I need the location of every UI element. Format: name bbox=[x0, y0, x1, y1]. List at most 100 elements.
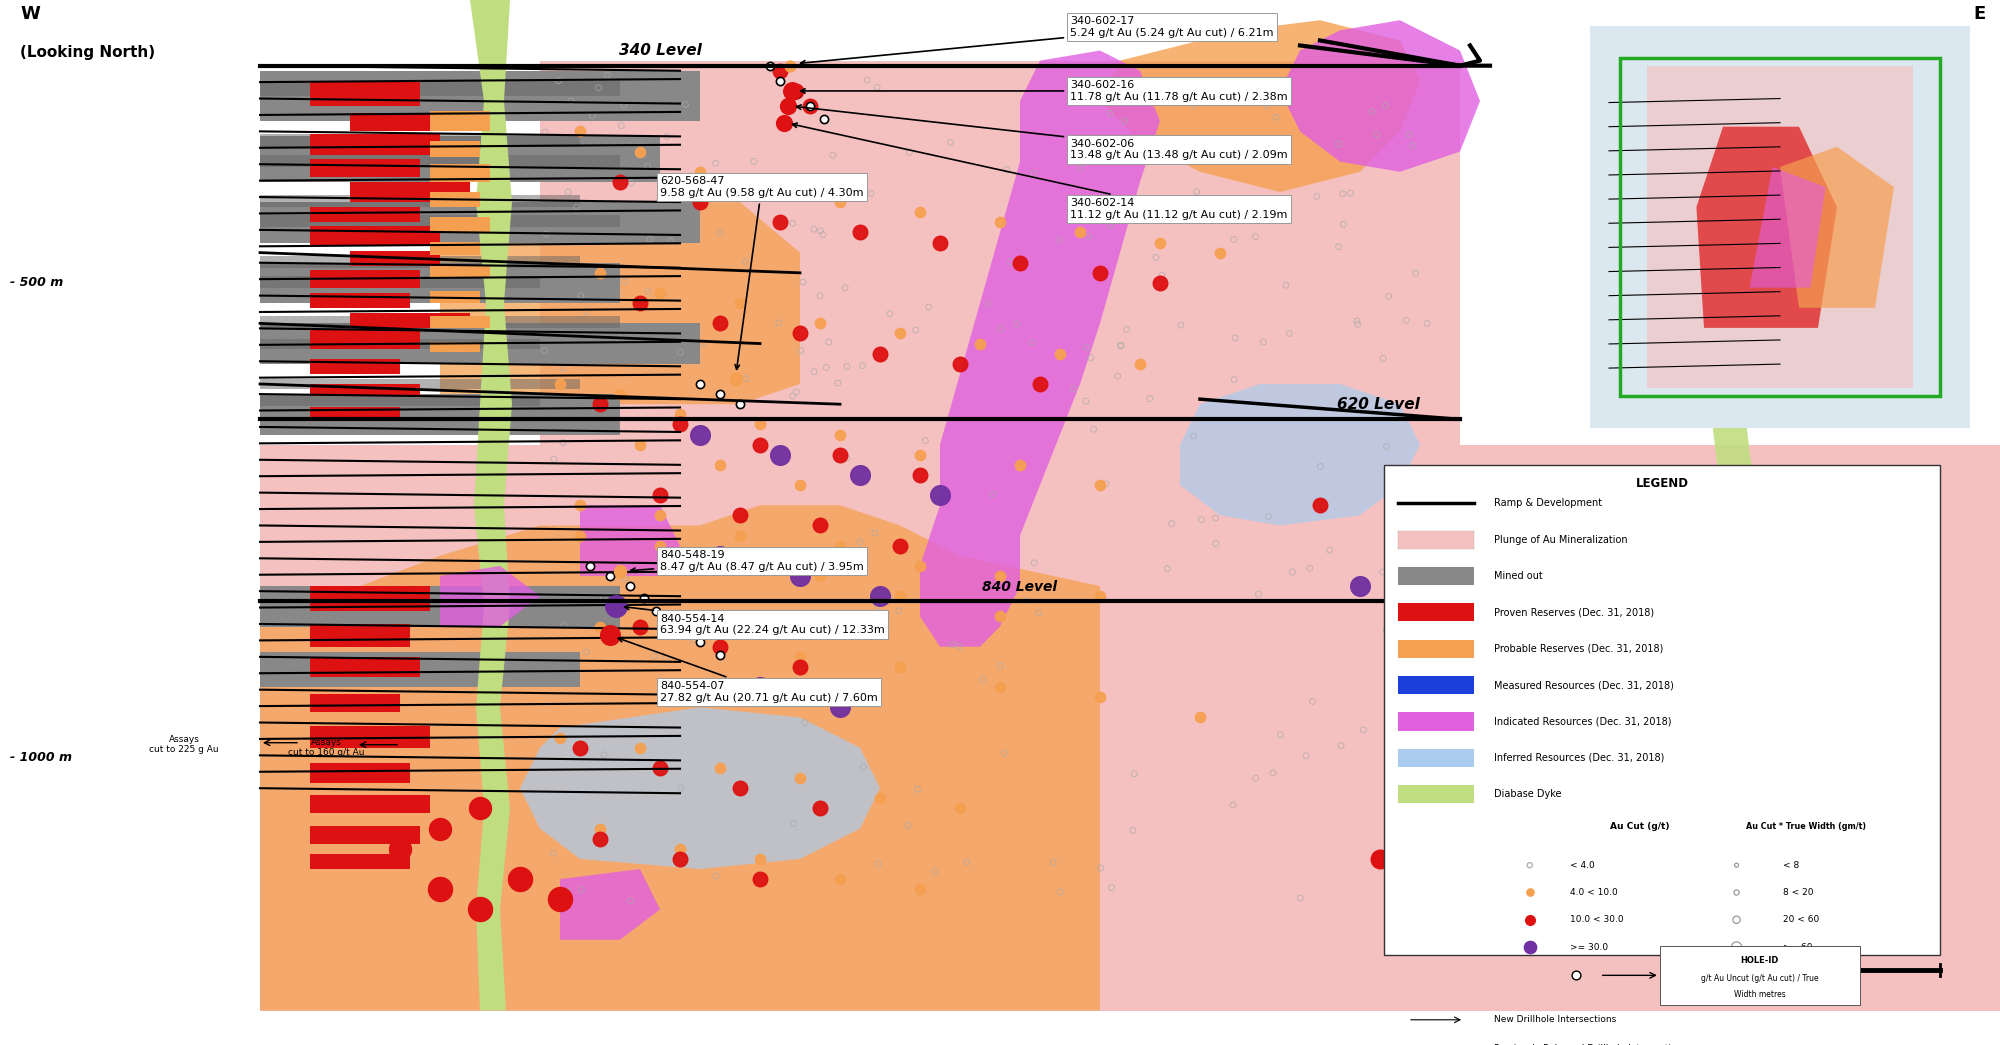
Bar bbox=[310, 657, 420, 677]
Point bbox=[852, 72, 884, 89]
Point bbox=[944, 355, 976, 372]
Point bbox=[464, 800, 496, 817]
Point bbox=[1010, 591, 1042, 608]
Point bbox=[784, 342, 816, 358]
Point bbox=[724, 295, 756, 311]
Point bbox=[1110, 321, 1142, 338]
Text: 840-554-14
63.94 g/t Au (22.24 g/t Au cut) / 12.33m: 840-554-14 63.94 g/t Au (22.24 g/t Au cu… bbox=[624, 605, 884, 635]
Point bbox=[1090, 475, 1122, 492]
Polygon shape bbox=[1696, 126, 1838, 328]
Point bbox=[1084, 477, 1116, 493]
Polygon shape bbox=[1648, 67, 1914, 389]
Text: 340-602-16
11.78 g/t Au (11.78 g/t Au cut) / 2.38m: 340-602-16 11.78 g/t Au (11.78 g/t Au cu… bbox=[800, 80, 1288, 101]
Point bbox=[1102, 368, 1134, 385]
Bar bbox=[310, 135, 440, 155]
Point bbox=[848, 759, 880, 775]
Point bbox=[784, 477, 816, 493]
Point bbox=[730, 370, 762, 387]
Point bbox=[1204, 245, 1236, 261]
Point bbox=[650, 650, 682, 667]
Point bbox=[644, 487, 676, 504]
Bar bbox=[260, 339, 540, 349]
Point bbox=[1144, 275, 1176, 292]
Point bbox=[776, 215, 808, 232]
Point bbox=[1016, 334, 1048, 351]
Point bbox=[684, 426, 716, 443]
Point bbox=[670, 96, 702, 113]
Point bbox=[904, 881, 936, 898]
Bar bbox=[260, 137, 660, 182]
Point bbox=[1372, 288, 1404, 305]
Point bbox=[1720, 911, 1752, 928]
Point bbox=[1184, 710, 1216, 726]
Point bbox=[724, 507, 756, 524]
Point bbox=[846, 357, 878, 374]
Point bbox=[830, 358, 862, 375]
Point bbox=[650, 129, 682, 145]
Point bbox=[584, 619, 616, 635]
Point bbox=[700, 155, 732, 171]
Point bbox=[864, 790, 896, 807]
Point bbox=[724, 780, 756, 796]
Point bbox=[1390, 311, 1422, 328]
Point bbox=[704, 638, 736, 655]
Point bbox=[704, 647, 736, 664]
Text: - 1000 m: - 1000 m bbox=[10, 751, 72, 764]
Point bbox=[784, 770, 816, 787]
Text: 620 Level: 620 Level bbox=[1338, 397, 1420, 413]
Point bbox=[664, 405, 696, 422]
Point bbox=[528, 342, 560, 358]
Text: 840-554-07
27.82 g/t Au (20.71 g/t Au cut) / 7.60m: 840-554-07 27.82 g/t Au (20.71 g/t Au cu… bbox=[618, 637, 878, 703]
Point bbox=[966, 672, 998, 689]
Point bbox=[798, 220, 830, 237]
Bar bbox=[260, 396, 540, 407]
Text: - 500 m: - 500 m bbox=[10, 277, 64, 289]
Point bbox=[904, 446, 936, 463]
Bar bbox=[310, 384, 420, 396]
Point bbox=[984, 567, 1016, 584]
Bar bbox=[260, 202, 700, 242]
Point bbox=[1044, 345, 1076, 362]
Text: >= 30.0: >= 30.0 bbox=[1570, 943, 1608, 952]
Point bbox=[810, 359, 842, 376]
Point bbox=[804, 287, 836, 304]
Point bbox=[1140, 249, 1172, 265]
Point bbox=[1074, 349, 1106, 366]
Point bbox=[564, 287, 596, 304]
Polygon shape bbox=[920, 50, 1160, 647]
Point bbox=[1322, 136, 1354, 153]
Text: Previously Released Drillhole Intersections: Previously Released Drillhole Intersecti… bbox=[1494, 1044, 1686, 1045]
Point bbox=[1400, 264, 1432, 281]
Point bbox=[1182, 196, 1214, 213]
Bar bbox=[310, 330, 420, 349]
Point bbox=[544, 375, 576, 392]
Point bbox=[1560, 967, 1592, 983]
Point bbox=[538, 450, 570, 467]
Point bbox=[574, 558, 606, 575]
Text: Measured Resources (Dec. 31, 2018): Measured Resources (Dec. 31, 2018) bbox=[1494, 680, 1674, 690]
Point bbox=[1186, 511, 1218, 528]
Point bbox=[900, 322, 932, 339]
Point bbox=[924, 234, 956, 251]
Point bbox=[864, 345, 896, 362]
Point bbox=[628, 589, 660, 606]
Point bbox=[1304, 458, 1336, 474]
Polygon shape bbox=[1180, 384, 1420, 526]
Point bbox=[806, 227, 838, 243]
Point bbox=[830, 279, 862, 296]
Point bbox=[1260, 211, 1292, 228]
Point bbox=[1104, 338, 1136, 354]
Point bbox=[724, 558, 756, 575]
Point bbox=[504, 870, 536, 887]
Point bbox=[1514, 857, 1546, 874]
Point bbox=[912, 299, 944, 316]
Point bbox=[1276, 563, 1308, 580]
Point bbox=[1284, 889, 1316, 906]
Point bbox=[780, 384, 812, 400]
Point bbox=[564, 123, 596, 140]
Bar bbox=[310, 270, 420, 288]
Point bbox=[1044, 232, 1076, 249]
Point bbox=[464, 901, 496, 918]
Bar bbox=[350, 314, 470, 328]
Point bbox=[1152, 560, 1184, 577]
